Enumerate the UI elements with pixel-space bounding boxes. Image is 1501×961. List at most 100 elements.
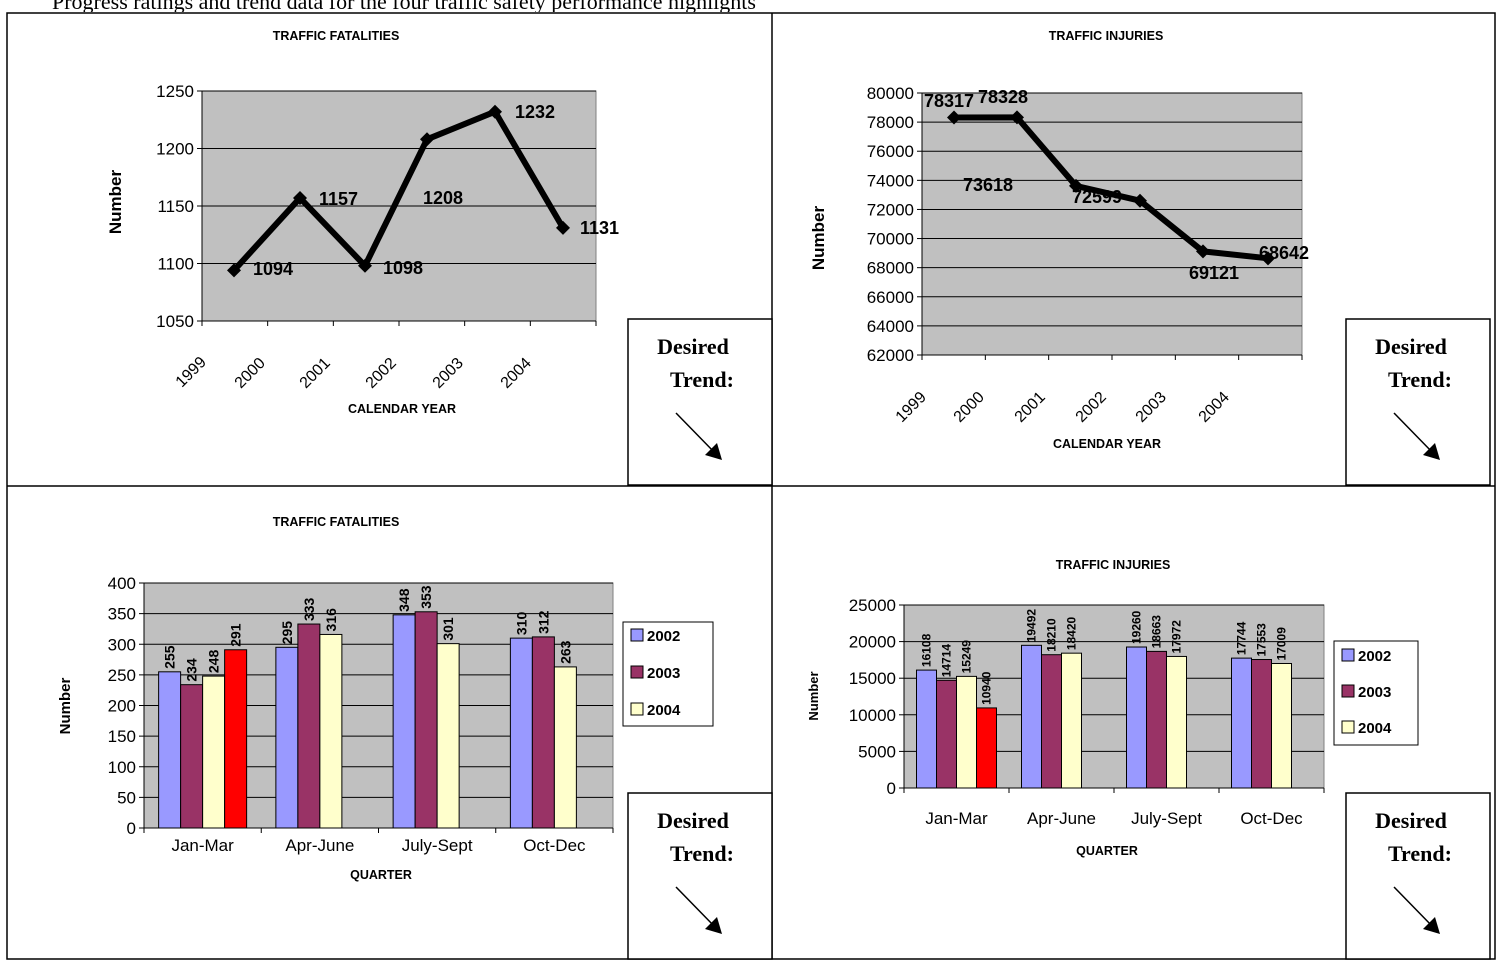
- y-tick-label: 400: [108, 574, 136, 593]
- y-axis-label: Number: [106, 170, 125, 235]
- trend-box-label: Desired: [1375, 334, 1447, 359]
- data-point: [488, 104, 502, 119]
- data-label: 78317: [924, 91, 974, 111]
- bar: [1271, 662, 1292, 789]
- bar: [956, 675, 977, 789]
- trend-box-label: Trend:: [670, 841, 734, 866]
- data-label: 1157: [319, 189, 358, 209]
- bar: [436, 643, 460, 829]
- y-tick-label: 70000: [867, 230, 914, 249]
- y-tick-label: 1100: [157, 255, 194, 274]
- legend-swatch: [1341, 648, 1355, 662]
- y-axis-label: Number: [809, 206, 828, 271]
- y-tick-label: 1050: [156, 312, 194, 331]
- bar: [180, 684, 204, 829]
- legend-swatch: [630, 628, 644, 642]
- trend-box-label: Desired: [1375, 808, 1447, 833]
- legend-entry: 2003: [647, 665, 680, 682]
- data-point: [1196, 244, 1210, 259]
- y-tick-label: 200: [108, 697, 136, 716]
- legend-entry: 2004: [1358, 720, 1392, 737]
- bar: [1061, 652, 1082, 789]
- desired-trend-box: Desired Trend:: [627, 318, 773, 486]
- x-tick-label: Apr-June: [1027, 809, 1096, 828]
- trend-box-label: Desired: [657, 808, 729, 833]
- trend-box-label: Trend:: [1388, 367, 1452, 392]
- plot-area: [921, 92, 1303, 356]
- y-tick-label: 300: [108, 635, 136, 654]
- bar-value-label: 17009: [1275, 627, 1289, 661]
- legend-entry: 2002: [1358, 648, 1391, 665]
- series-line: [231, 108, 566, 273]
- bar-value-label: 333: [301, 597, 317, 621]
- bar: [509, 637, 533, 829]
- cut-off-heading: Progress ratings and trend data for the …: [0, 0, 1501, 12]
- x-tick-label: Oct-Dec: [523, 836, 586, 855]
- data-label: 1208: [423, 188, 463, 208]
- bar-value-label: 255: [162, 645, 178, 669]
- bar: [224, 649, 248, 829]
- data-point: [556, 220, 570, 235]
- data-label: 1098: [383, 258, 423, 278]
- bar: [297, 623, 321, 829]
- y-tick-label: 1150: [157, 197, 194, 216]
- data-point: [1261, 251, 1275, 266]
- y-tick-label: 15000: [849, 669, 896, 688]
- y-tick-label: 1200: [156, 140, 194, 159]
- y-tick-label: 68000: [867, 259, 914, 278]
- data-label: 73618: [963, 175, 1013, 195]
- trend-box-label: Trend:: [670, 367, 734, 392]
- desired-trend-box: Desired Trend:: [1345, 792, 1491, 960]
- y-tick-label: 80000: [867, 84, 914, 103]
- bar: [202, 675, 226, 829]
- legend-swatch: [1341, 684, 1355, 698]
- trend-box-border: [627, 318, 773, 486]
- fatalities-quarter-chart: TRAFFIC FATALITIES 0 50 100 150 200 250 300 350 4…: [57, 515, 714, 882]
- trend-box-label: Trend:: [1388, 841, 1452, 866]
- bar: [936, 679, 957, 789]
- y-tick-label: 74000: [867, 171, 914, 190]
- legend-swatch: [630, 665, 644, 679]
- bar: [1021, 644, 1042, 789]
- data-point: [947, 110, 961, 125]
- x-axis-label: QUARTER: [350, 868, 412, 882]
- bar: [1126, 646, 1147, 789]
- y-tick-label: 72000: [867, 200, 914, 219]
- chart-title: TRAFFIC FATALITIES: [273, 29, 400, 43]
- bar-value-label: 16108: [920, 633, 934, 667]
- desired-trend-boxes: DesiredTrend:DesiredTrend:DesiredTrend:D…: [627, 318, 1491, 960]
- x-axis-label: QUARTER: [1076, 844, 1138, 858]
- data-label: 72599: [1072, 187, 1122, 207]
- arrow-head-icon: [705, 443, 722, 460]
- bar-value-label: 18663: [1150, 615, 1164, 649]
- bar: [976, 707, 997, 789]
- y-axis-label: Number: [806, 671, 821, 720]
- arrow-head-icon: [1423, 917, 1440, 934]
- y-tick-label: 25000: [849, 596, 896, 615]
- data-point: [1010, 110, 1024, 125]
- bar-value-label: 15249: [960, 640, 974, 674]
- data-label: 1094: [253, 259, 293, 279]
- trend-box-label: Desired: [657, 334, 729, 359]
- bar: [916, 669, 937, 789]
- bar-value-label: 310: [513, 612, 529, 636]
- bar: [1231, 657, 1252, 789]
- bar: [553, 666, 577, 829]
- fatalities-year-chart: TRAFFIC FATALITIES1050110011501200125019…: [106, 29, 619, 416]
- y-tick-label: 62000: [867, 346, 914, 365]
- legend-swatch: [1341, 720, 1355, 734]
- data-label: 1131: [580, 218, 619, 238]
- x-tick-label: July-Sept: [402, 836, 473, 855]
- cut-off-heading-text: Progress ratings and trend data for the …: [52, 0, 756, 12]
- y-tick-label: 5000: [858, 742, 896, 761]
- y-tick-label: 64000: [867, 317, 914, 336]
- arrow-head-icon: [705, 917, 722, 934]
- bar-value-label: 17744: [1235, 621, 1249, 655]
- y-tick-label: 0: [887, 779, 896, 798]
- bar-value-label: 348: [396, 588, 412, 612]
- bar: [1251, 659, 1272, 789]
- trend-box-border: [1345, 318, 1491, 486]
- bar-value-label: 19260: [1130, 610, 1144, 644]
- injuries-quarter-chart: TRAFFIC INJURIES 0 5000 10000 15000 20000 2500…: [806, 558, 1419, 858]
- down-right-arrow-icon: [1393, 412, 1435, 455]
